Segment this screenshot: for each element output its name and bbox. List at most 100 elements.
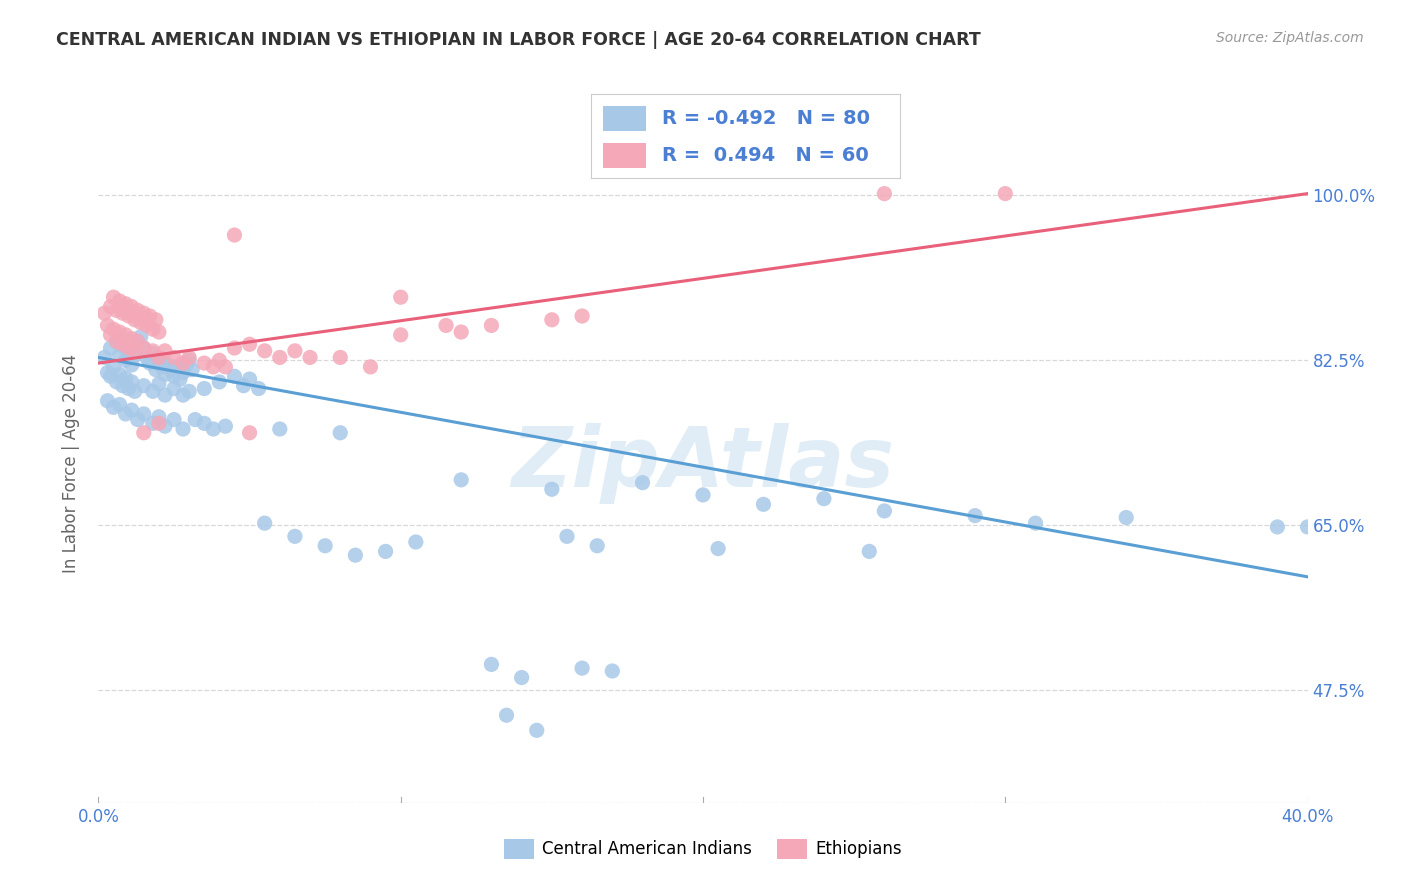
Point (142, 347, 165, 361)
Point (224, 341, 246, 355)
Point (631, 475, 654, 490)
Point (132, 378, 155, 392)
Point (121, 375, 143, 389)
Point (100, 341, 122, 355)
Point (121, 332, 143, 346)
Point (96, 366, 118, 380)
Point (127, 334, 149, 349)
Point (232, 378, 254, 392)
Point (108, 325, 131, 339)
Point (132, 407, 155, 421)
Point (121, 403, 143, 417)
Point (247, 382, 270, 396)
Point (111, 378, 134, 392)
Point (163, 382, 186, 396)
Point (873, 504, 896, 518)
Point (181, 362, 204, 376)
Point (389, 290, 412, 304)
Point (239, 337, 262, 351)
Point (135, 318, 157, 333)
Point (100, 300, 122, 314)
Point (103, 401, 125, 415)
Point (405, 535, 427, 549)
Point (127, 412, 149, 426)
Point (118, 341, 141, 355)
Point (139, 309, 162, 323)
Point (108, 293, 131, 308)
Text: CENTRAL AMERICAN INDIAN VS ETHIOPIAN IN LABOR FORCE | AGE 20-64 CORRELATION CHAR: CENTRAL AMERICAN INDIAN VS ETHIOPIAN IN … (56, 31, 981, 49)
Point (202, 359, 225, 374)
Point (108, 368, 131, 382)
Point (121, 358, 143, 372)
Point (450, 325, 472, 339)
Point (284, 529, 307, 543)
Point (253, 516, 276, 530)
Point (142, 384, 165, 399)
Point (118, 382, 141, 396)
Point (139, 356, 162, 370)
Point (1115, 510, 1137, 524)
Point (148, 409, 170, 424)
Point (571, 309, 593, 323)
Point (179, 384, 201, 399)
Point (114, 407, 136, 421)
Point (169, 372, 191, 386)
Point (153, 368, 176, 382)
Point (118, 309, 141, 323)
Bar (603, 143, 647, 169)
Point (495, 708, 517, 723)
Point (434, 318, 457, 333)
Point (166, 359, 188, 374)
Point (284, 343, 307, 358)
Point (93, 306, 115, 320)
Point (103, 359, 125, 374)
Point (105, 375, 128, 389)
Point (481, 657, 503, 672)
Point (172, 388, 194, 402)
Point (105, 303, 128, 318)
Point (329, 425, 352, 440)
Point (163, 412, 186, 426)
Point (111, 306, 134, 320)
Text: Source: ZipAtlas.com: Source: ZipAtlas.com (1216, 31, 1364, 45)
Point (692, 488, 714, 502)
Point (150, 359, 173, 374)
Point (124, 384, 146, 399)
Point (586, 539, 609, 553)
Point (239, 372, 262, 386)
Point (135, 351, 157, 365)
Point (965, 508, 987, 523)
Point (103, 290, 125, 304)
Point (96, 318, 118, 333)
Point (121, 300, 143, 314)
Point (344, 548, 367, 562)
Point (214, 419, 236, 434)
Point (96, 393, 118, 408)
Point (858, 544, 880, 558)
Point (314, 539, 336, 553)
Legend: Central American Indians, Ethiopians: Central American Indians, Ethiopians (498, 832, 908, 865)
Point (224, 369, 246, 384)
Point (540, 313, 562, 327)
Point (208, 375, 231, 389)
Point (127, 334, 149, 349)
Text: R = -0.492   N = 80: R = -0.492 N = 80 (662, 109, 870, 128)
Bar (603, 105, 647, 131)
Point (114, 297, 136, 311)
Point (111, 337, 134, 351)
Point (114, 353, 136, 368)
Point (105, 334, 128, 349)
Point (124, 313, 146, 327)
Point (813, 491, 835, 506)
Point (179, 351, 201, 365)
Point (202, 422, 225, 436)
Point (111, 339, 134, 353)
Point (752, 497, 775, 511)
Point (132, 425, 155, 440)
Point (129, 330, 152, 344)
Text: R =  0.494   N = 60: R = 0.494 N = 60 (662, 146, 869, 165)
Point (132, 306, 155, 320)
Point (153, 419, 176, 434)
Point (193, 417, 215, 431)
Point (193, 356, 215, 370)
